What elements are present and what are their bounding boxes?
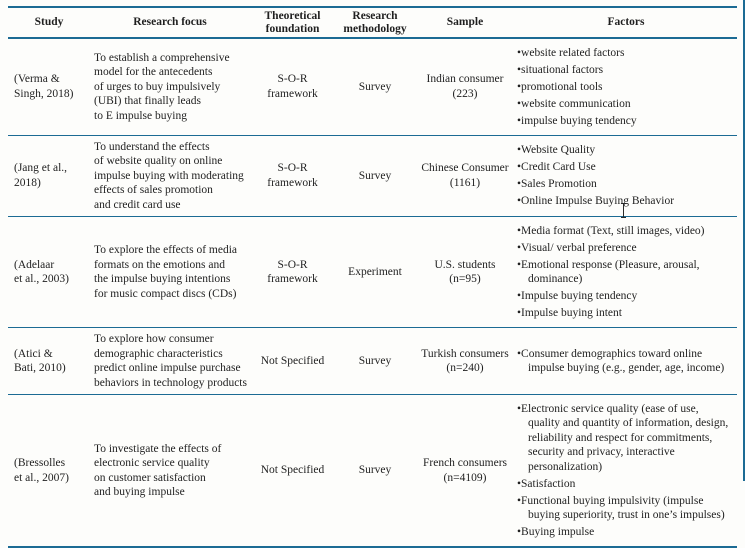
factor-item: Online Impulse Buying Behavior — [517, 194, 733, 209]
study-cell: (Adelaar et al., 2003) — [14, 258, 69, 286]
theoretical-foundation-cell: Not Specified — [260, 464, 325, 477]
factor-item: Impulse buying intent — [517, 306, 733, 321]
factors-cell: website related factors situational fact… — [515, 38, 737, 135]
research-methodology-cell: Experiment — [348, 265, 402, 278]
factor-item: Buying impulse — [517, 525, 733, 540]
factor-item: situational factors — [517, 63, 733, 78]
factors-cell: Consumer demographics toward online impu… — [515, 328, 737, 395]
header-theoretical-foundation: Theoretical foundation — [264, 10, 321, 35]
research-methodology-cell: Survey — [358, 464, 392, 477]
research-focus-cell: To investigate the effects of electronic… — [94, 442, 222, 499]
study-cell: (Atici & Bati, 2010) — [14, 347, 66, 375]
table-row-adelaar-2003: (Adelaar et al., 2003) To explore the ef… — [8, 216, 737, 328]
literature-review-table: Study Research focus Theoretical foundat… — [8, 6, 737, 548]
factor-item: website related factors — [517, 46, 733, 61]
table-row-atici-bati-2010: (Atici & Bati, 2010) To explore how cons… — [8, 327, 737, 395]
table-row-verma-singh-2018: (Verma & Singh, 2018) To establish a com… — [8, 38, 737, 135]
factor-item: Consumer demographics toward online impu… — [517, 347, 733, 376]
theoretical-foundation-cell: S-O-R framework — [267, 162, 318, 189]
header-factors: Factors — [607, 16, 645, 29]
table-row-jang-2018: (Jang et al., 2018) To understand the ef… — [8, 135, 737, 217]
factors-list: website related factors situational fact… — [517, 46, 733, 129]
study-cell: (Bressolles et al., 2007) — [14, 457, 69, 484]
factor-item: promotional tools — [517, 80, 733, 95]
table-row-bressolles-2007: (Bressolles et al., 2007) To investigate… — [8, 394, 737, 548]
factor-item: Website Quality — [517, 143, 733, 158]
theoretical-foundation-cell: S-O-R framework — [267, 73, 318, 100]
research-focus-cell: To explore how consumer demographic char… — [94, 333, 247, 389]
factor-item: Visual/ verbal preference — [517, 241, 733, 256]
factor-item: impulse buying tendency — [517, 114, 733, 129]
theoretical-foundation-cell: Not Specified — [260, 354, 325, 367]
paper-page: Study Research focus Theoretical foundat… — [0, 0, 745, 481]
factor-item: Electronic service quality (ease of use,… — [517, 402, 733, 475]
header-research-focus: Research focus — [133, 16, 207, 29]
factors-cell: Media format (Text, still images, video)… — [515, 217, 737, 328]
theoretical-foundation-cell: S-O-R framework — [267, 258, 318, 286]
research-focus-cell: To understand the effects of website qua… — [94, 140, 244, 211]
factor-item: Sales Promotion — [517, 177, 733, 192]
sample-cell: Indian consumer (223) — [426, 73, 504, 100]
sample-cell: French consumers (n=4109) — [423, 457, 507, 484]
factors-list: Website Quality Credit Card Use Sales Pr… — [517, 143, 733, 209]
factor-item: website communication — [517, 97, 733, 112]
header-sample: Sample — [446, 16, 484, 29]
research-methodology-cell: Survey — [358, 169, 392, 182]
factors-list: Electronic service quality (ease of use,… — [517, 402, 733, 540]
header-research-methodology: Research methodology — [343, 10, 407, 35]
factors-list: Consumer demographics toward online impu… — [517, 347, 733, 376]
factors-cell: Website Quality Credit Card Use Sales Pr… — [515, 135, 737, 217]
factors-cell: Electronic service quality (ease of use,… — [515, 395, 737, 548]
sample-cell: U.S. students (n=95) — [434, 258, 496, 286]
research-focus-cell: To explore the effects of media formats … — [94, 244, 237, 300]
research-methodology-cell: Survey — [358, 354, 392, 367]
header-study: Study — [34, 16, 64, 29]
factor-item: Functional buying impulsivity (impulse b… — [517, 494, 733, 523]
factor-item: Impulse buying tendency — [517, 289, 733, 304]
research-methodology-cell: Survey — [358, 80, 392, 93]
sample-cell: Chinese Consumer (1161) — [421, 162, 509, 189]
research-focus-cell: To establish a comprehensive model for t… — [94, 51, 230, 122]
study-cell: (Jang et al., 2018) — [14, 162, 68, 189]
sample-cell: Turkish consumers (n=240) — [421, 347, 509, 375]
table-header-row: Study Research focus Theoretical foundat… — [8, 7, 737, 38]
factor-item: Media format (Text, still images, video) — [517, 224, 733, 239]
study-cell: (Verma & Singh, 2018) — [14, 73, 74, 100]
factor-item: Credit Card Use — [517, 160, 733, 175]
factors-list: Media format (Text, still images, video)… — [517, 224, 733, 321]
factor-item: Satisfaction — [517, 477, 733, 492]
factor-item: Emotional response (Pleasure, arousal, d… — [517, 258, 733, 287]
page-edge-rule — [743, 0, 745, 481]
